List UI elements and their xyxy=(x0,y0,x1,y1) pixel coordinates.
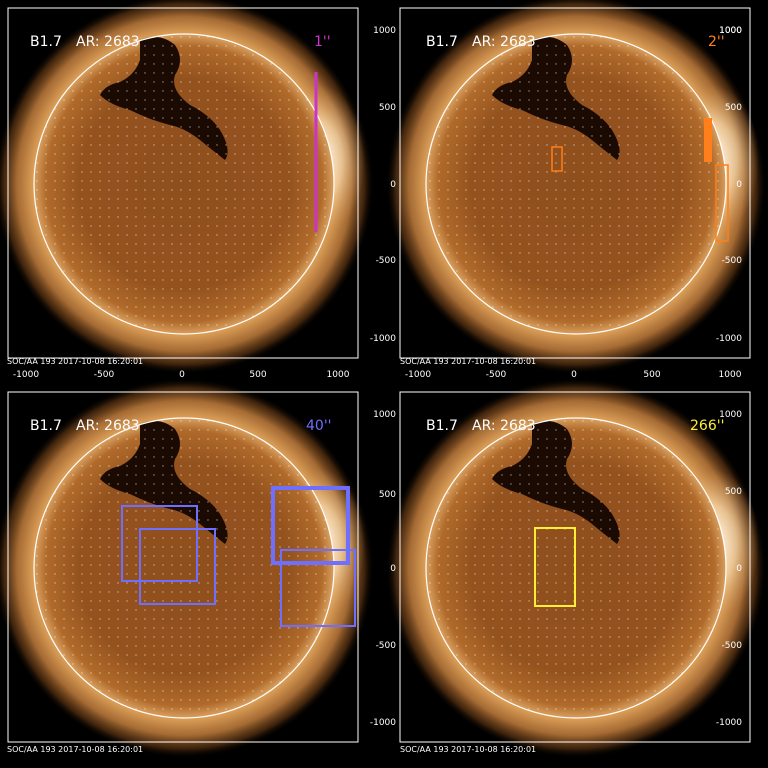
y-tick: -500 xyxy=(722,256,743,266)
y-tick: -1000 xyxy=(716,334,742,344)
region-box xyxy=(551,146,563,172)
scale-label: 1'' xyxy=(314,34,331,50)
flare-class-label: B1.7 xyxy=(30,418,62,434)
y-tick: 0 xyxy=(736,564,742,574)
x-tick: -1000 xyxy=(13,370,39,380)
active-region-label: AR: 2683 xyxy=(472,34,536,50)
y-tick: -500 xyxy=(376,256,397,266)
active-region-label: AR: 2683 xyxy=(76,34,140,50)
x-tick: -500 xyxy=(486,370,507,380)
footer-label: SOC/AA 193 2017-10-08 16:20:01 xyxy=(7,745,143,754)
footer-label: SOC/AA 193 2017-10-08 16:20:01 xyxy=(7,357,143,366)
y-tick: -500 xyxy=(722,641,743,651)
panel-top-left: B1.7 AR: 2683 1'' SOC/AA 193 2017-10-08 … xyxy=(0,0,384,384)
x-tick: 0 xyxy=(571,370,577,380)
y-tick: 500 xyxy=(379,490,396,500)
x-tick: 0 xyxy=(179,370,185,380)
sun-image xyxy=(0,0,384,384)
region-box xyxy=(121,505,198,582)
x-tick: 500 xyxy=(643,370,660,380)
active-region-label: AR: 2683 xyxy=(76,418,140,434)
flare-class-label: B1.7 xyxy=(426,418,458,434)
plot-frame xyxy=(399,7,751,359)
plot-frame xyxy=(7,7,359,359)
region-box xyxy=(280,549,356,627)
y-tick: 0 xyxy=(390,564,396,574)
y-tick: -1000 xyxy=(716,718,742,728)
flare-class-label: B1.7 xyxy=(426,34,458,50)
scale-label: 2'' xyxy=(708,34,725,50)
region-box xyxy=(534,527,576,607)
flare-class-label: B1.7 xyxy=(30,34,62,50)
y-tick: 1000 xyxy=(719,26,742,36)
y-tick: 500 xyxy=(725,487,742,497)
footer-label: SOC/AA 193 2017-10-08 16:20:01 xyxy=(400,745,536,754)
y-tick: 500 xyxy=(725,103,742,113)
y-axis-labels-right-bottom: 1000 500 0 -500 -1000 xyxy=(716,410,742,728)
panel-top-right: B1.7 AR: 2683 2'' 1000 500 0 -500 -1000 … xyxy=(384,0,768,384)
y-axis-labels-right-top: 1000 xyxy=(719,26,742,36)
y-axis-labels-top: 1000 500 0 -500 -1000 xyxy=(370,26,396,344)
sun-image xyxy=(384,0,768,384)
y-tick: 0 xyxy=(736,180,742,190)
region-box xyxy=(139,528,216,605)
y-tick: -1000 xyxy=(370,718,396,728)
y-tick: -500 xyxy=(376,641,397,651)
scale-label: 266'' xyxy=(690,418,724,434)
active-region-label: AR: 2683 xyxy=(472,418,536,434)
y-tick: 1000 xyxy=(719,26,742,36)
x-tick: 1000 xyxy=(719,370,742,380)
y-tick: 1000 xyxy=(373,410,396,420)
y-tick: 1000 xyxy=(719,410,742,420)
region-box xyxy=(704,118,712,162)
x-tick: -1000 xyxy=(405,370,431,380)
y-tick: 1000 xyxy=(373,26,396,36)
region-box xyxy=(271,486,350,565)
panel-bottom-right: B1.7 AR: 2683 266'' SOC/AA 193 2017-10-0… xyxy=(384,378,768,768)
x-tick: 500 xyxy=(249,370,266,380)
y-tick: 0 xyxy=(390,180,396,190)
footer-label: SOC/AA 193 2017-10-08 16:20:01 xyxy=(400,357,536,366)
region-box xyxy=(715,164,729,242)
x-tick: 1000 xyxy=(327,370,350,380)
plot-frame xyxy=(399,391,751,743)
y-tick: -1000 xyxy=(370,334,396,344)
x-tick: -500 xyxy=(94,370,115,380)
plot-frame xyxy=(7,391,359,743)
y-axis-labels-bottom: 500 0 -500 1000 -1000 xyxy=(370,410,396,728)
y-tick: 500 xyxy=(379,103,396,113)
panel-bottom-left: B1.7 AR: 2683 40'' SOC/AA 193 2017-10-08… xyxy=(0,378,384,768)
sun-image xyxy=(0,378,384,768)
scale-label: 40'' xyxy=(306,418,332,434)
